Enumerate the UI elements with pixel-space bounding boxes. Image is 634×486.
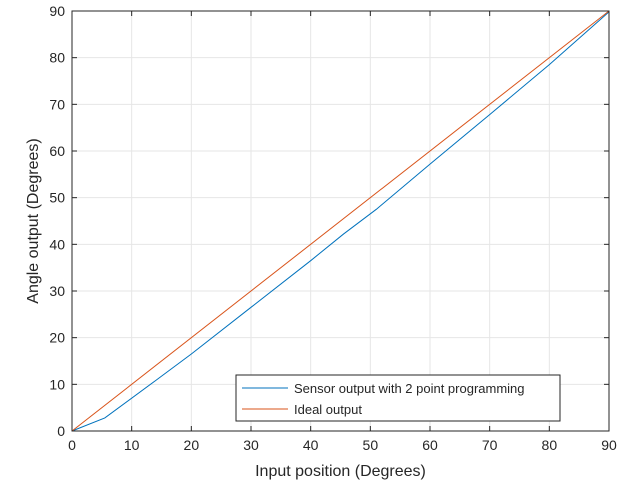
plot-frame — [71, 10, 610, 432]
x-tick-label: 90 — [601, 437, 617, 453]
ticks: 0 10 20 30 40 50 60 70 80 90 0 10 20 30 40 50 60 70 80 90 — [49, 3, 617, 453]
y-tick-label: 40 — [49, 236, 65, 252]
y-tick-label: 10 — [49, 376, 65, 392]
legend-entry-sensor-output: Sensor output with 2 point programming — [294, 381, 525, 396]
x-tick-label: 70 — [482, 437, 498, 453]
y-tick-label: 50 — [49, 190, 65, 206]
y-tick-label: 70 — [49, 96, 65, 112]
x-axis-label: Input position (Degrees) — [255, 463, 426, 480]
y-tick-label: 90 — [49, 3, 65, 19]
x-tick-label: 30 — [243, 437, 259, 453]
series-line-ideal-output — [71, 10, 610, 432]
y-tick-label: 30 — [49, 283, 65, 299]
x-tick-label: 40 — [303, 437, 319, 453]
x-tick-label: 60 — [422, 437, 438, 453]
x-tick-label: 0 — [68, 437, 76, 453]
x-tick-label: 10 — [124, 437, 140, 453]
series-line-sensor-output — [71, 11, 610, 432]
y-axis-label: Angle output (Degrees) — [25, 138, 42, 303]
y-tick-label: 0 — [57, 423, 65, 439]
series-layer — [71, 10, 610, 432]
y-tick-label: 60 — [49, 143, 65, 159]
legend: Sensor output with 2 point programming I… — [235, 374, 561, 422]
x-tick-label: 80 — [542, 437, 558, 453]
x-tick-label: 20 — [184, 437, 200, 453]
legend-entry-ideal-output: Ideal output — [294, 402, 362, 417]
legend-box — [235, 374, 561, 422]
x-tick-label: 50 — [363, 437, 379, 453]
y-tick-label: 20 — [49, 330, 65, 346]
y-tick-label: 80 — [49, 50, 65, 66]
